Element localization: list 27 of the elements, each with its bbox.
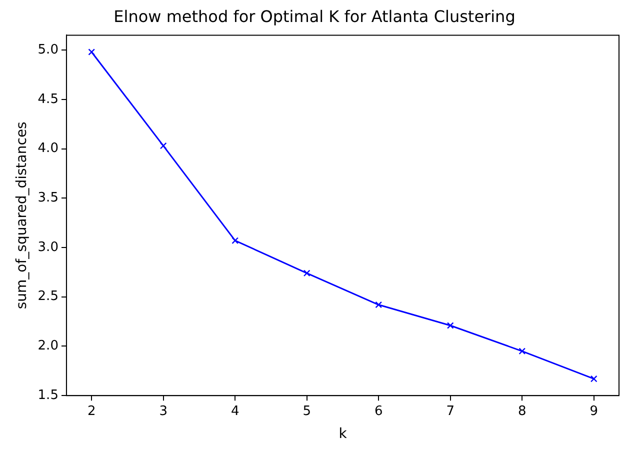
point — [88, 48, 96, 56]
point — [303, 270, 310, 277]
x-tick-label: 9 — [590, 404, 598, 419]
chart-title: Elnow method for Optimal K for Atlanta Clustering — [114, 6, 516, 26]
x-tick-label: 6 — [374, 404, 383, 419]
point — [518, 348, 526, 355]
y-tick-label: 4.0 — [38, 141, 58, 156]
point — [160, 142, 167, 150]
x-tick-label: 7 — [446, 404, 455, 419]
point — [232, 237, 239, 244]
point — [375, 301, 382, 308]
x-tick-label: 3 — [159, 404, 168, 419]
x-axis-title: k — [338, 426, 348, 442]
y-tick-label: 5.0 — [38, 42, 58, 58]
x-tick-label: 5 — [302, 404, 311, 419]
x-tick-label: 4 — [230, 404, 240, 419]
y-tick-label: 4.5 — [38, 92, 58, 107]
y-tick-label: 2.0 — [38, 338, 58, 354]
y-tick-label: 1.5 — [38, 388, 58, 403]
y-axis-title: sum_of_squared_distances — [14, 122, 30, 310]
point — [446, 322, 454, 329]
y-tick-label: 2.5 — [38, 289, 58, 304]
point — [590, 375, 598, 382]
x-tick-label: 8 — [518, 404, 526, 419]
y-tick-label: 3.0 — [38, 240, 58, 255]
x-tick-label: 2 — [87, 404, 96, 419]
y-tick-label: 3.5 — [38, 190, 58, 206]
